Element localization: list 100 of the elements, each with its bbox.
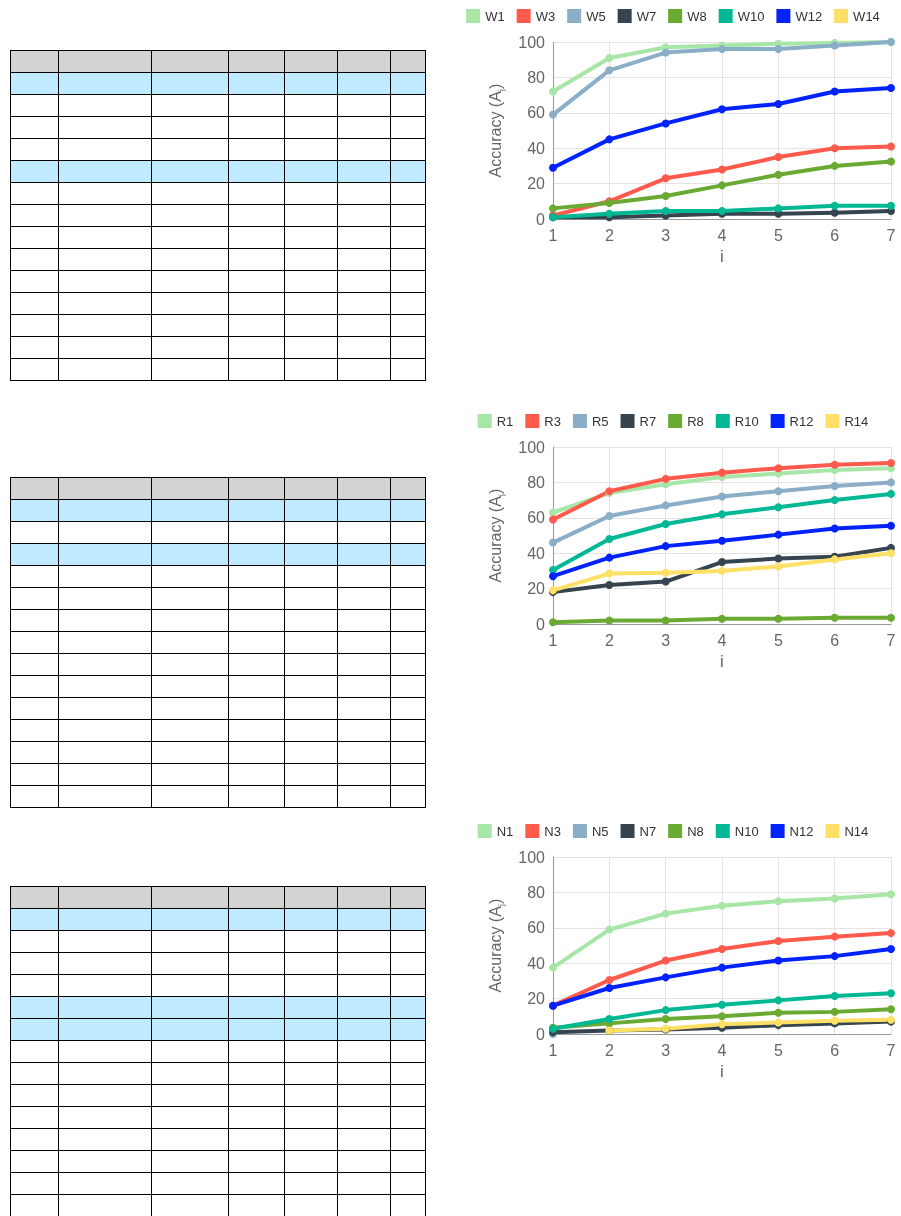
point	[549, 87, 557, 96]
point	[718, 105, 726, 114]
y-tick-label: 60	[527, 919, 546, 937]
x-axis-title: i	[720, 651, 724, 671]
legend-label: N1	[496, 823, 514, 839]
legend-label: R14	[844, 413, 869, 429]
x-tick-label: 4	[717, 226, 727, 244]
x-tick-label: 4	[717, 1041, 727, 1059]
point	[718, 566, 726, 575]
legend-label: N5	[591, 823, 609, 839]
point	[774, 503, 783, 512]
point	[774, 530, 783, 539]
y-tick-label: 80	[527, 473, 546, 491]
legend-label: W5	[586, 8, 606, 24]
point	[830, 894, 839, 903]
x-tick-label: 4	[717, 631, 727, 649]
point	[830, 87, 839, 96]
point	[774, 554, 783, 563]
point	[718, 165, 726, 174]
point	[661, 174, 670, 183]
point	[549, 163, 557, 172]
point	[774, 153, 783, 162]
point	[661, 48, 670, 57]
point	[718, 181, 726, 190]
point	[718, 492, 726, 501]
legend-label: W14	[853, 8, 880, 24]
point	[661, 973, 670, 982]
y-tick-label: 100	[518, 848, 546, 866]
x-tick-label: 2	[604, 1041, 614, 1059]
x-tick-label: 1	[548, 1041, 558, 1059]
point	[661, 1014, 670, 1023]
legend-label: R12	[789, 413, 814, 429]
point	[887, 890, 895, 899]
point	[605, 1014, 614, 1023]
point	[830, 201, 839, 210]
y-tick-label: 20	[527, 580, 546, 598]
x-tick-label: 7	[886, 631, 896, 649]
point	[774, 464, 783, 473]
point	[718, 536, 726, 545]
point	[887, 1005, 895, 1014]
x-axis-title: i	[720, 246, 724, 266]
point	[549, 963, 557, 972]
x-tick-label: 1	[548, 631, 558, 649]
y-tick-label: 40	[527, 544, 546, 562]
x-tick-label: 6	[830, 1041, 840, 1059]
point	[718, 614, 726, 623]
point	[549, 508, 557, 517]
point	[549, 110, 557, 119]
point	[605, 616, 614, 625]
x-tick-label: 5	[773, 1041, 783, 1059]
y-tick-label: 80	[527, 883, 546, 901]
point	[605, 66, 614, 75]
point	[661, 577, 670, 586]
point	[830, 952, 839, 961]
point	[830, 496, 839, 505]
point	[661, 207, 670, 216]
point	[830, 481, 839, 490]
x-tick-label: 3	[661, 1041, 671, 1059]
point	[887, 142, 895, 151]
legend-label: N12	[789, 823, 814, 839]
point	[887, 613, 895, 622]
point	[718, 1000, 726, 1009]
point	[661, 542, 670, 551]
point	[605, 53, 614, 62]
legend-label: N3	[544, 823, 561, 839]
y-tick-label: 60	[527, 509, 546, 527]
point	[830, 524, 839, 533]
point	[661, 1006, 670, 1015]
y-tick-label: 80	[527, 68, 546, 86]
point	[774, 99, 783, 108]
point	[887, 157, 895, 166]
point	[774, 937, 783, 946]
legend-label: W10	[737, 8, 765, 24]
x-tick-label: 2	[604, 631, 614, 649]
legend-label: R5	[591, 413, 609, 429]
point	[887, 521, 895, 530]
point	[661, 474, 670, 483]
point	[718, 45, 726, 54]
y-tick-label: 20	[527, 990, 546, 1008]
point	[887, 478, 895, 487]
y-axis-title: Accuracy (Ai)	[486, 488, 508, 583]
x-tick-label: 2	[604, 226, 614, 244]
point	[887, 201, 895, 210]
legend-label: W8	[687, 8, 707, 24]
x-tick-label: 3	[661, 631, 671, 649]
point	[661, 191, 670, 200]
legend-label: R8	[687, 413, 704, 429]
y-tick-label: 100	[518, 438, 546, 456]
point	[605, 925, 614, 934]
point	[887, 84, 895, 93]
y-tick-label: 100	[518, 33, 546, 51]
legend-label: N14	[844, 823, 869, 839]
point	[830, 161, 839, 170]
point	[830, 144, 839, 153]
y-tick-label: 20	[527, 175, 546, 193]
point	[887, 458, 895, 467]
legend-label: R10	[734, 413, 759, 429]
point	[661, 501, 670, 510]
legend-label: R3	[544, 413, 561, 429]
point	[774, 562, 783, 571]
